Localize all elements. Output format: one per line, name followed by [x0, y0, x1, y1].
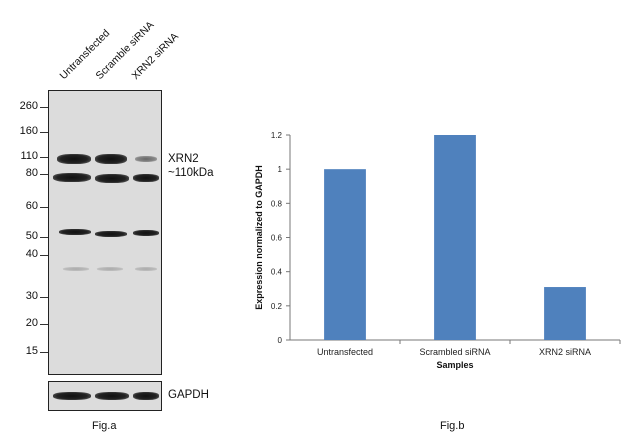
target-label: XRN2 [168, 153, 199, 165]
band-50kda-lane2 [95, 231, 127, 237]
bar [434, 135, 476, 340]
band-smear [63, 267, 89, 271]
y-tick-label: 0.6 [271, 234, 283, 243]
mw-tick [40, 255, 48, 256]
mw-marker-50: 50 [25, 230, 38, 242]
mw-tick [40, 237, 48, 238]
chart-bars [324, 135, 586, 340]
mw-tick [40, 174, 48, 175]
band-gapdh-lane3 [133, 392, 159, 400]
mw-marker-260: 260 [19, 100, 38, 112]
band-80kda-lane3 [133, 174, 159, 182]
bar [544, 287, 586, 340]
bar-chart: 0 0.2 0.4 0.6 0.8 1 1.2 Untransfected Scrambled … [254, 131, 621, 370]
y-tick-label: 0.2 [271, 302, 283, 311]
mw-tick [40, 297, 48, 298]
y-tick-label: 0.8 [271, 199, 283, 208]
mw-marker-160: 160 [19, 125, 38, 137]
mw-tick [40, 352, 48, 353]
band-smear [135, 267, 157, 271]
mw-marker-20: 20 [25, 317, 38, 329]
x-axis-title: Samples [436, 360, 473, 370]
mw-tick [40, 132, 48, 133]
mw-tick [40, 324, 48, 325]
bar [324, 169, 366, 340]
band-80kda-lane1 [53, 173, 91, 182]
y-tick-label: 1 [278, 165, 283, 174]
band-gapdh-lane1 [53, 392, 91, 400]
x-tick-label: Scrambled siRNA [419, 347, 490, 357]
mw-marker-15: 15 [25, 345, 38, 357]
blot-membrane [48, 90, 162, 375]
y-tick-label: 0 [278, 336, 283, 345]
mw-marker-40: 40 [25, 248, 38, 260]
band-smear [97, 267, 123, 271]
band-xrn2-lane3 [135, 156, 157, 162]
x-tick-label: Untransfected [317, 347, 373, 357]
x-tick-label: XRN2 siRNA [539, 347, 591, 357]
mw-tick [40, 107, 48, 108]
y-axis-title: Expression normalized to GAPDH [254, 165, 264, 310]
y-tick-label: 1.2 [271, 131, 283, 140]
band-gapdh-lane2 [95, 392, 129, 400]
figure-b-caption: Fig.b [440, 420, 465, 432]
mw-marker-110: 110 [20, 150, 38, 162]
band-50kda-lane1 [59, 229, 91, 235]
mw-tick [40, 157, 48, 158]
chart-labels: 0 0.2 0.4 0.6 0.8 1 1.2 Untransfected Scrambled … [254, 131, 591, 370]
gapdh-membrane [48, 381, 162, 411]
band-xrn2-lane1 [57, 154, 91, 164]
mw-marker-60: 60 [25, 200, 38, 212]
loading-control-label: GAPDH [168, 389, 209, 401]
target-size-label: ~110kDa [168, 167, 214, 179]
mw-tick [40, 207, 48, 208]
mw-marker-80: 80 [25, 167, 38, 179]
figure-a-caption: Fig.a [92, 420, 117, 432]
y-tick-label: 0.4 [271, 268, 283, 277]
band-80kda-lane2 [95, 174, 129, 183]
band-xrn2-lane2 [95, 154, 127, 164]
band-50kda-lane3 [133, 230, 159, 236]
mw-marker-30: 30 [25, 290, 38, 302]
